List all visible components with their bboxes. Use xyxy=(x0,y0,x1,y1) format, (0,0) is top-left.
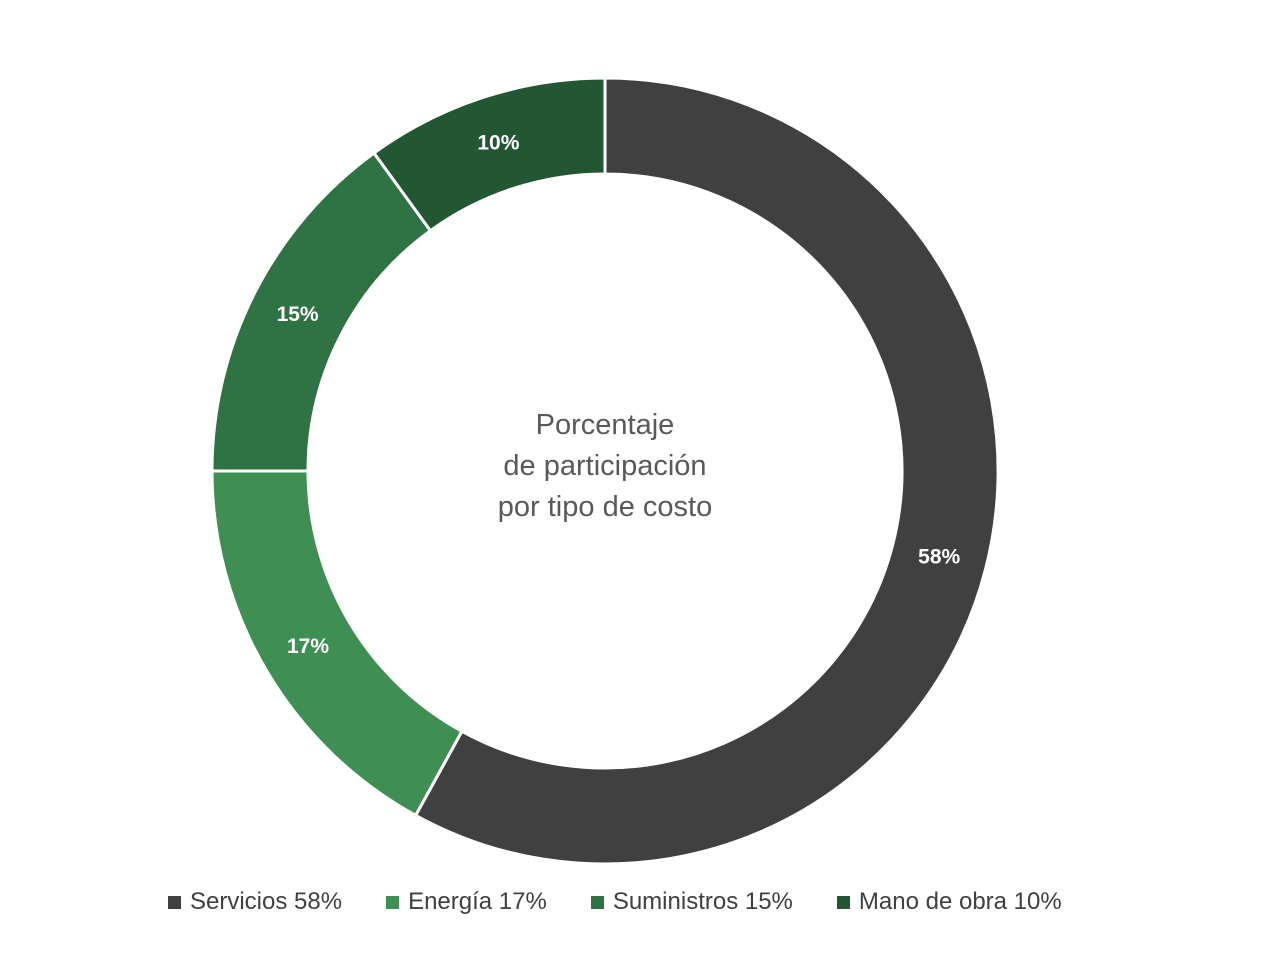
center-title-line-3: por tipo de costo xyxy=(497,491,713,523)
legend-label-energia: Energía 17% xyxy=(408,888,547,915)
data-label-energia: 17% xyxy=(287,635,329,658)
donut-slice-suministros xyxy=(210,151,432,473)
legend-item-mano-de-obra: Mano de obra 10% xyxy=(836,888,1062,916)
legend-swatch-suministros xyxy=(590,895,604,909)
donut-slice-energia xyxy=(210,469,464,817)
donut-slice-labels: 58% 17% 15% 10% xyxy=(277,131,961,658)
data-label-mano-de-obra: 10% xyxy=(477,131,519,154)
legend-swatch-mano-de-obra xyxy=(836,895,850,909)
legend-label-suministros: Suministros 15% xyxy=(612,888,793,915)
legend-label-servicios: Servicios 58% xyxy=(190,888,343,915)
legend-item-suministros: Suministros 15% xyxy=(590,888,793,916)
donut-slices xyxy=(210,76,1000,866)
legend-item-energia: Energía 17% xyxy=(386,888,547,916)
chart-center-title: Porcentaje de participación por tipo de … xyxy=(455,405,755,528)
chart-legend: Servicios 58% Energía 17% Suministros 15… xyxy=(168,884,1062,920)
donut-slice-mano-de-obra xyxy=(372,76,607,233)
data-label-servicios: 58% xyxy=(918,545,960,568)
legend-swatch-servicios xyxy=(168,895,181,909)
legend-swatch-energia xyxy=(386,895,400,909)
legend-label-mano-de-obra: Mano de obra 10% xyxy=(858,888,1062,915)
center-title-line-2: de participación xyxy=(503,450,707,482)
donut-slice-servicios xyxy=(414,76,1000,866)
data-label-suministros: 15% xyxy=(277,303,319,326)
center-title-line-1: Porcentaje xyxy=(535,409,675,441)
legend-item-servicios: Servicios 58% xyxy=(168,888,342,916)
